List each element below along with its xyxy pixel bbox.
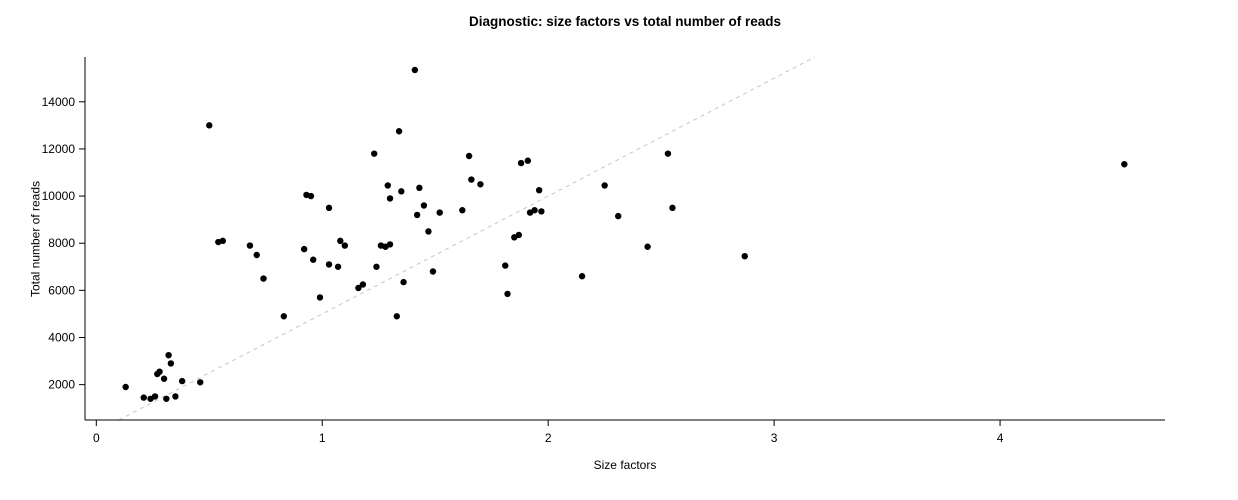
scatter-point xyxy=(386,195,394,202)
scatter-point xyxy=(325,261,333,268)
scatter-point xyxy=(167,360,175,367)
scatter-point xyxy=(151,393,159,400)
scatter-point xyxy=(307,192,315,200)
scatter-point xyxy=(515,231,523,239)
y-axis-label: Total number of reads xyxy=(28,180,43,298)
y-tick-label: 14000 xyxy=(42,95,76,109)
reference-line xyxy=(118,56,816,421)
scatter-point xyxy=(156,368,163,375)
scatter-point xyxy=(468,176,475,183)
scatter-point xyxy=(140,394,147,401)
x-tick-label: 1 xyxy=(319,431,326,445)
scatter-point xyxy=(420,202,428,209)
x-axis-label: Size factors xyxy=(593,458,657,472)
scatter-point xyxy=(741,252,748,260)
scatter-point xyxy=(197,379,204,386)
y-tick-label: 6000 xyxy=(48,283,75,297)
y-tick-label: 8000 xyxy=(48,236,75,250)
scatter-point xyxy=(163,395,170,402)
scatter-point xyxy=(260,275,267,282)
scatter-point xyxy=(400,278,407,286)
scatter-point xyxy=(325,204,333,212)
y-tick-label: 10000 xyxy=(42,189,76,203)
scatter-point xyxy=(384,182,391,189)
y-tick-label: 12000 xyxy=(42,142,76,156)
scatter-point xyxy=(359,281,367,288)
scatter-point xyxy=(459,207,466,214)
y-tick-label: 2000 xyxy=(48,378,75,392)
scatter-point xyxy=(337,237,344,245)
scatter-point xyxy=(395,128,403,135)
scatter-point xyxy=(436,209,443,216)
scatter-point xyxy=(355,284,362,292)
scatter-point xyxy=(535,186,543,194)
x-tick-label: 4 xyxy=(997,431,1004,445)
scatter-point xyxy=(373,263,380,270)
scatter-point xyxy=(206,122,213,129)
scatter-point xyxy=(300,245,308,253)
scatter-point xyxy=(504,290,511,298)
scatter-point xyxy=(425,228,432,235)
scatter-point xyxy=(316,294,324,301)
scatter-point xyxy=(477,181,484,188)
scatter-point xyxy=(578,273,586,280)
chart-title: Diagnostic: size factors vs total number… xyxy=(468,14,782,29)
scatter-point xyxy=(160,375,168,382)
scatter-point xyxy=(411,66,419,74)
scatter-point xyxy=(334,263,342,270)
scatter-point xyxy=(1121,161,1128,168)
scatter-point xyxy=(172,393,179,400)
scatter-point xyxy=(429,268,437,275)
scatter-point xyxy=(371,150,378,157)
y-tick-label: 4000 xyxy=(48,331,75,345)
scatter-point xyxy=(538,208,545,215)
scatter-point xyxy=(219,237,227,245)
scatter-point xyxy=(644,243,651,250)
scatter-point xyxy=(524,157,532,164)
x-tick-label: 2 xyxy=(545,431,552,445)
scatter-point xyxy=(517,159,525,167)
x-tick-label: 0 xyxy=(93,431,100,445)
scatter-point xyxy=(601,182,608,189)
x-tick-label: 3 xyxy=(771,431,778,445)
scatter-point xyxy=(416,184,423,192)
scatter-point xyxy=(669,204,676,212)
scatter-point xyxy=(502,262,509,269)
scatter-point xyxy=(341,242,349,249)
scatter-point xyxy=(398,188,405,195)
scatter-point xyxy=(615,212,622,220)
scatter-point xyxy=(531,207,538,214)
scatter-point xyxy=(165,351,172,359)
scatter-point xyxy=(253,251,260,259)
scatter-point xyxy=(310,256,317,263)
scatter-point xyxy=(393,313,400,320)
scatter-point xyxy=(386,241,394,248)
scatter-point xyxy=(178,377,186,385)
scatter-point xyxy=(413,211,421,219)
scatter-point xyxy=(246,242,254,249)
scatter-point xyxy=(465,152,473,160)
scatter-point xyxy=(280,313,288,320)
scatter-point xyxy=(122,383,129,391)
scatter-point xyxy=(664,150,672,157)
